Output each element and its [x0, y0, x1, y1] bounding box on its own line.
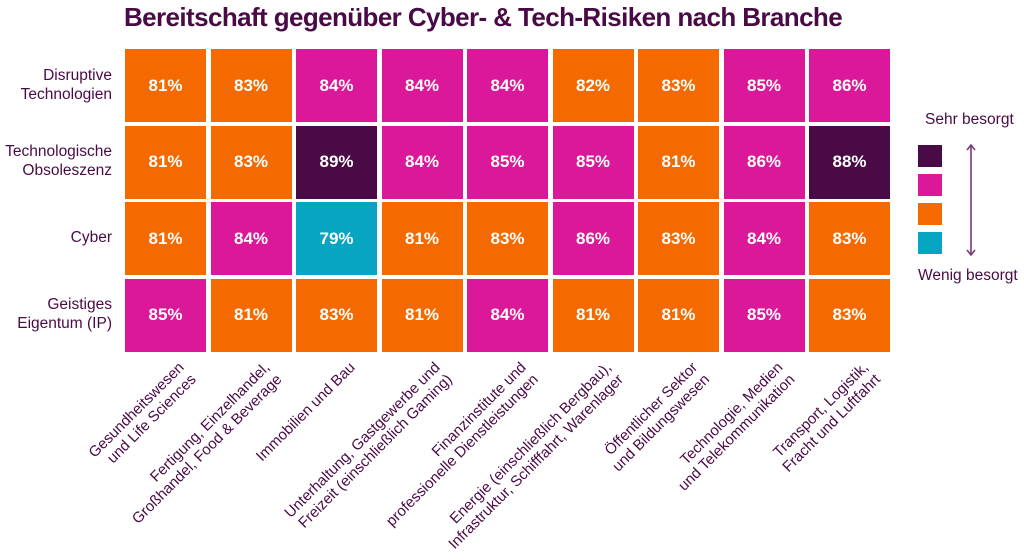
heatmap-cell: 81%: [381, 278, 463, 352]
heatmap-cell: 86%: [552, 202, 634, 275]
heatmap-cell: 81%: [125, 125, 206, 199]
heatmap-cell: 85%: [552, 125, 634, 199]
row-label: Cyber: [70, 229, 112, 246]
legend-top-label: Sehr besorgt: [925, 111, 1014, 128]
heatmap-cell: 88%: [809, 125, 890, 199]
heatmap-cell: 83%: [809, 278, 890, 352]
double-arrow-icon: [966, 143, 976, 257]
heatmap-cell: 85%: [467, 125, 548, 199]
row-label: Disruptive Technologien: [20, 66, 112, 103]
heatmap-cell: 81%: [381, 202, 463, 275]
legend-swatch-highest: [918, 145, 942, 167]
heatmap-cell: 81%: [552, 278, 634, 352]
heatmap-cell: 81%: [638, 278, 719, 352]
heatmap-cell: 84%: [467, 278, 548, 352]
heatmap-cell: 85%: [723, 49, 805, 122]
heatmap-cell: 84%: [723, 202, 805, 275]
heatmap-cell: 83%: [638, 49, 719, 122]
legend-bottom-label: Wenig besorgt: [918, 267, 1018, 284]
heatmap-cell: 84%: [467, 49, 548, 122]
heatmap-cell: 85%: [125, 278, 206, 352]
heatmap-cell: 84%: [210, 202, 292, 275]
heatmap-cell: 84%: [296, 49, 377, 122]
legend-swatch-medium: [918, 203, 942, 225]
legend-swatch-low: [918, 232, 942, 254]
heatmap-cell: 84%: [381, 49, 463, 122]
column-label: Fertigung, Einzelhandel, Großhandel, Food…: [128, 359, 286, 528]
heatmap-cell: 89%: [296, 125, 377, 199]
chart-title: Bereitschaft gegenüber Cyber- & Tech-Ris…: [124, 2, 843, 32]
heatmap-cell: 83%: [210, 125, 292, 199]
heatmap-cell: 86%: [809, 49, 890, 122]
row-label: Geistiges Eigentum (IP): [17, 296, 112, 332]
heatmap-cell: 83%: [467, 202, 548, 275]
heatmap-cell: 86%: [723, 125, 805, 199]
row-label: Technologische Obsoleszenz: [5, 143, 112, 179]
heatmap-cell: 85%: [723, 278, 805, 352]
heatmap-cell: 83%: [809, 202, 890, 275]
heatmap-cell: 83%: [210, 49, 292, 122]
heatmap-cell: 81%: [638, 125, 719, 199]
heatmap-cell: 81%: [210, 278, 292, 352]
heatmap-cell: 81%: [125, 202, 206, 275]
heatmap-cell: 79%: [296, 202, 377, 275]
heatmap-cell: 81%: [125, 49, 206, 122]
heatmap-cell: 83%: [638, 202, 719, 275]
legend-swatch-high: [918, 174, 942, 196]
heatmap-cell: 84%: [381, 125, 463, 199]
heatmap-cell: 83%: [296, 278, 377, 352]
heatmap-cell: 82%: [552, 49, 634, 122]
